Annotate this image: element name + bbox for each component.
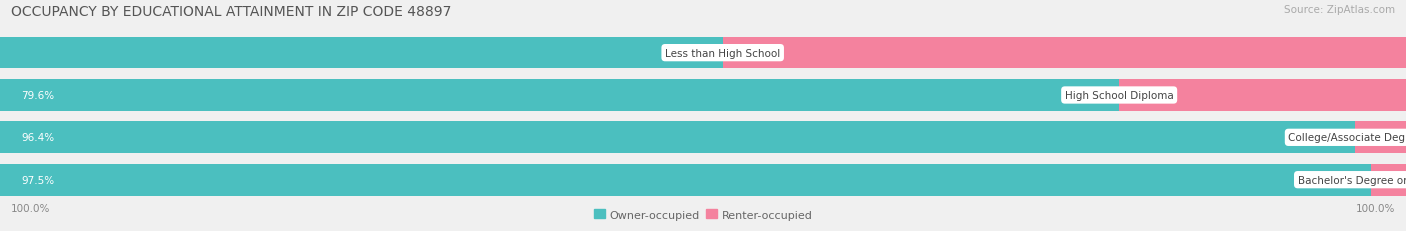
Bar: [1355, 122, 1406, 154]
Legend: Owner-occupied, Renter-occupied: Owner-occupied, Renter-occupied: [589, 205, 817, 224]
Bar: [0, 80, 1119, 111]
Bar: [723, 38, 1406, 69]
Text: 97.5%: 97.5%: [21, 175, 55, 185]
Text: Less than High School: Less than High School: [665, 49, 780, 58]
Text: 100.0%: 100.0%: [11, 204, 51, 213]
Bar: [1119, 80, 1406, 111]
Text: 100.0%: 100.0%: [1355, 204, 1395, 213]
Text: College/Associate Degree: College/Associate Degree: [1288, 133, 1406, 143]
Text: Source: ZipAtlas.com: Source: ZipAtlas.com: [1284, 5, 1395, 15]
Bar: [1371, 164, 1406, 196]
Bar: [0, 38, 723, 69]
Text: 96.4%: 96.4%: [21, 133, 55, 143]
Bar: [0, 164, 1371, 196]
Text: 51.4%: 51.4%: [675, 49, 709, 58]
Text: Bachelor's Degree or higher: Bachelor's Degree or higher: [1298, 175, 1406, 185]
Bar: [0, 122, 1355, 154]
Text: High School Diploma: High School Diploma: [1064, 91, 1174, 100]
Text: OCCUPANCY BY EDUCATIONAL ATTAINMENT IN ZIP CODE 48897: OCCUPANCY BY EDUCATIONAL ATTAINMENT IN Z…: [11, 5, 451, 18]
Text: 79.6%: 79.6%: [21, 91, 55, 100]
